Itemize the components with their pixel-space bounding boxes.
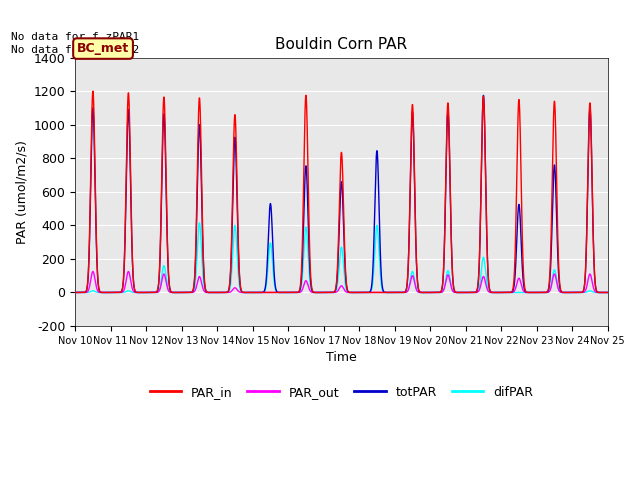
Text: No data for f_zPAR1: No data for f_zPAR1	[12, 31, 140, 42]
X-axis label: Time: Time	[326, 351, 356, 364]
Legend: PAR_in, PAR_out, totPAR, difPAR: PAR_in, PAR_out, totPAR, difPAR	[145, 381, 538, 404]
Title: Bouldin Corn PAR: Bouldin Corn PAR	[275, 37, 408, 52]
Y-axis label: PAR (umol/m2/s): PAR (umol/m2/s)	[15, 140, 28, 244]
Text: No data for f_zPAR2: No data for f_zPAR2	[12, 44, 140, 55]
Text: BC_met: BC_met	[77, 42, 129, 55]
